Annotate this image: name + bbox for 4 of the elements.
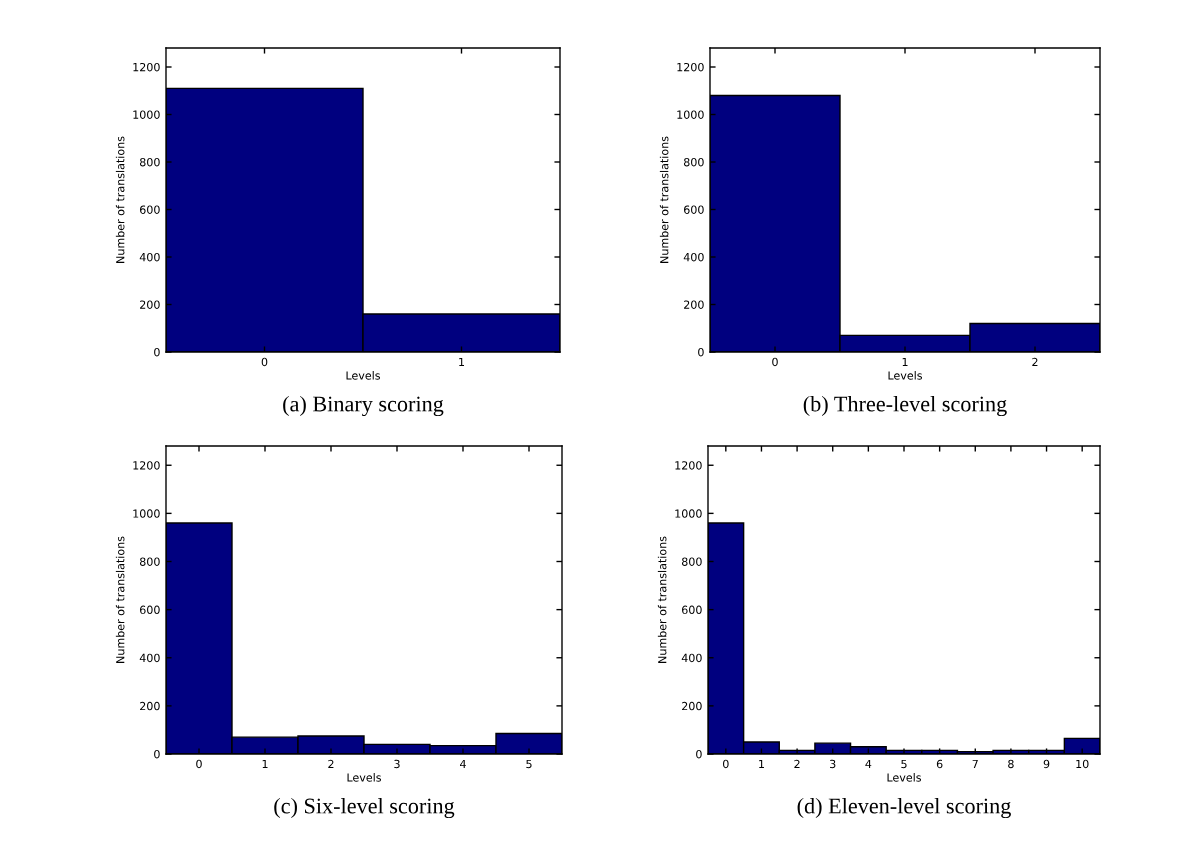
text: (d) Eleven-level scoring (797, 797, 1011, 819)
text: (b) Three-level scoring (803, 395, 1007, 417)
text: (a) Binary scoring (283, 395, 444, 417)
text: (c) Six-level scoring (274, 797, 455, 819)
